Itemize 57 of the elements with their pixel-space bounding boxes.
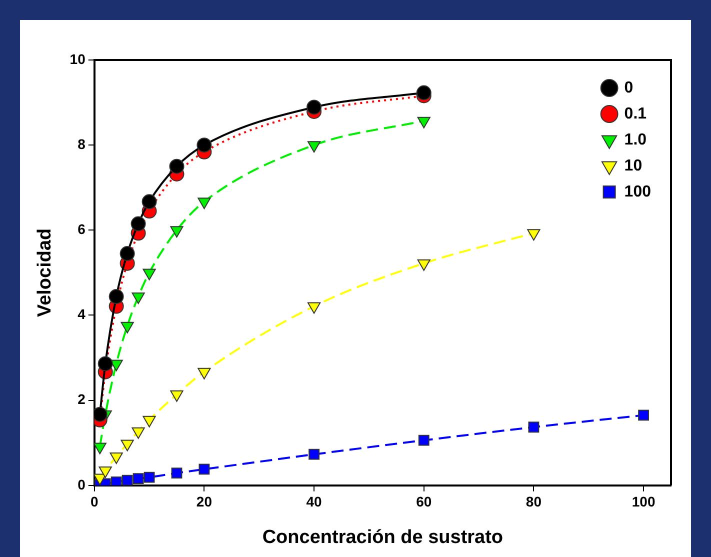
x-axis-title: Concentración de sustrato: [262, 526, 504, 548]
y-tick-label: 2: [78, 391, 86, 408]
point: [120, 246, 135, 262]
point: [198, 198, 211, 210]
point: [307, 302, 321, 314]
point: [122, 474, 133, 486]
point: [130, 216, 146, 232]
legend-label: 0: [624, 79, 634, 96]
y-tick-label: 0: [78, 476, 86, 492]
point: [98, 466, 112, 478]
point: [306, 100, 322, 115]
point: [417, 116, 430, 128]
x-tick-label: 60: [416, 494, 432, 510]
point: [144, 472, 155, 483]
point: [307, 141, 321, 153]
point: [98, 356, 113, 372]
point: [120, 322, 134, 334]
point: [169, 158, 184, 174]
legend-label: 1.0: [624, 131, 647, 148]
x-tick-label: 40: [306, 494, 322, 510]
x-tick-label: 0: [90, 494, 98, 510]
point: [110, 360, 123, 372]
point: [196, 138, 212, 153]
point: [528, 422, 540, 433]
point: [198, 368, 211, 380]
point: [171, 468, 182, 479]
point: [142, 416, 156, 428]
y-tick-label: 6: [78, 221, 86, 238]
point: [308, 448, 320, 460]
point: [170, 390, 184, 402]
legend-label: 100: [624, 183, 652, 200]
x-tick-label: 20: [196, 494, 212, 510]
point: [94, 442, 106, 454]
legend-label: 10: [624, 157, 642, 174]
point: [527, 229, 540, 241]
point: [132, 292, 145, 304]
point: [198, 464, 210, 475]
point: [94, 474, 106, 486]
point: [132, 473, 144, 484]
point: [108, 289, 124, 304]
x-tick-label: 100: [632, 494, 656, 510]
legend-label: 0.1: [624, 105, 647, 122]
x-tick-label: 80: [526, 494, 542, 510]
point: [110, 452, 123, 464]
point: [120, 440, 134, 452]
y-tick-label: 10: [70, 50, 86, 67]
point: [132, 427, 145, 439]
point: [418, 434, 430, 446]
point: [142, 194, 157, 210]
point: [416, 85, 432, 100]
y-axis-title: Velocidad: [34, 228, 56, 318]
y-tick-label: 4: [78, 306, 86, 322]
y-tick-label: 8: [78, 136, 86, 152]
point: [170, 226, 184, 238]
point: [417, 259, 430, 271]
point: [142, 268, 156, 280]
point: [638, 410, 649, 421]
